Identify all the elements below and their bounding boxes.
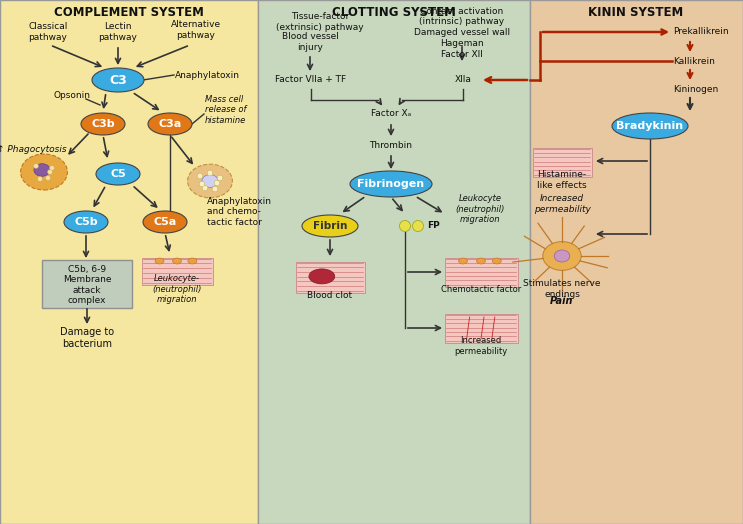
- Text: Contact activation
(intrinsic) pathway
Damaged vessel wall: Contact activation (intrinsic) pathway D…: [414, 7, 510, 37]
- Text: Blood vessel
injury: Blood vessel injury: [282, 32, 339, 52]
- Text: Chemotactic factor: Chemotactic factor: [441, 286, 521, 294]
- Ellipse shape: [143, 211, 187, 233]
- FancyBboxPatch shape: [42, 260, 132, 308]
- Ellipse shape: [81, 113, 125, 135]
- Text: Blood clot: Blood clot: [308, 291, 353, 300]
- Text: Thrombin: Thrombin: [369, 140, 412, 149]
- Ellipse shape: [458, 258, 467, 264]
- Circle shape: [212, 186, 218, 192]
- Ellipse shape: [155, 258, 164, 264]
- Text: Alternative
pathway: Alternative pathway: [171, 20, 221, 40]
- FancyBboxPatch shape: [296, 261, 365, 292]
- Text: XIIa: XIIa: [455, 75, 472, 84]
- Text: Leukocyte
(neutrophil)
migration: Leukocyte (neutrophil) migration: [455, 194, 504, 224]
- Ellipse shape: [21, 154, 68, 190]
- Text: C5a: C5a: [153, 217, 177, 227]
- Ellipse shape: [612, 113, 688, 139]
- Text: Anaphylatoxin
and chemo-
tactic factor: Anaphylatoxin and chemo- tactic factor: [207, 197, 272, 227]
- Ellipse shape: [493, 258, 502, 264]
- Ellipse shape: [148, 113, 192, 135]
- Text: ↑ Phagocytosis: ↑ Phagocytosis: [0, 146, 67, 155]
- Ellipse shape: [202, 174, 218, 188]
- Text: Prekallikrein: Prekallikrein: [673, 27, 729, 37]
- Ellipse shape: [172, 258, 181, 264]
- Text: Fibrinogen: Fibrinogen: [357, 179, 424, 189]
- Text: C3: C3: [109, 73, 127, 86]
- Text: Mass cell
release of
histamine: Mass cell release of histamine: [205, 95, 247, 125]
- Circle shape: [197, 173, 203, 179]
- Circle shape: [45, 176, 51, 180]
- Text: Classical
pathway: Classical pathway: [28, 23, 68, 42]
- Text: Stimulates nerve
endings: Stimulates nerve endings: [523, 279, 601, 299]
- Circle shape: [202, 185, 208, 191]
- Text: Kininogen: Kininogen: [673, 84, 718, 93]
- FancyBboxPatch shape: [444, 257, 518, 287]
- Text: Increased
permeability: Increased permeability: [533, 194, 591, 214]
- Circle shape: [33, 163, 39, 169]
- Ellipse shape: [476, 258, 485, 264]
- FancyBboxPatch shape: [533, 147, 591, 177]
- Text: KININ SYSTEM: KININ SYSTEM: [588, 6, 684, 19]
- Text: Factor Xₐ: Factor Xₐ: [371, 110, 411, 118]
- Text: Lectin
pathway: Lectin pathway: [99, 23, 137, 42]
- Ellipse shape: [309, 269, 335, 284]
- Ellipse shape: [96, 163, 140, 185]
- FancyBboxPatch shape: [444, 313, 518, 343]
- Circle shape: [412, 221, 424, 232]
- Text: Opsonin: Opsonin: [53, 92, 91, 101]
- Ellipse shape: [188, 258, 197, 264]
- Ellipse shape: [92, 68, 144, 92]
- Text: Tissue-factor
(extrinsic) pathway: Tissue-factor (extrinsic) pathway: [276, 12, 364, 31]
- Ellipse shape: [350, 171, 432, 197]
- Text: Pain: Pain: [551, 296, 574, 306]
- Text: CLOTTING SYSTEM: CLOTTING SYSTEM: [332, 6, 456, 19]
- Ellipse shape: [554, 250, 570, 262]
- FancyBboxPatch shape: [141, 257, 212, 285]
- Text: FP: FP: [427, 222, 440, 231]
- Text: Hageman
Factor XII: Hageman Factor XII: [440, 39, 484, 59]
- Text: Kallikrein: Kallikrein: [673, 57, 715, 66]
- Circle shape: [37, 177, 42, 181]
- Text: C3b: C3b: [91, 119, 115, 129]
- Text: Increased
permeability: Increased permeability: [455, 336, 507, 356]
- Bar: [0, 0, 258, 524]
- Text: C5b: C5b: [74, 217, 98, 227]
- Text: C5: C5: [110, 169, 126, 179]
- Circle shape: [48, 169, 53, 174]
- Bar: [530, 0, 743, 524]
- Ellipse shape: [34, 163, 50, 176]
- Ellipse shape: [64, 211, 108, 233]
- Ellipse shape: [187, 164, 233, 198]
- Text: Histamine-
like effects: Histamine- like effects: [537, 170, 587, 190]
- Circle shape: [50, 166, 54, 170]
- Ellipse shape: [302, 215, 358, 237]
- Circle shape: [199, 181, 205, 187]
- Circle shape: [214, 180, 220, 186]
- Text: COMPLEMENT SYSTEM: COMPLEMENT SYSTEM: [54, 6, 204, 19]
- Text: Damage to
bacterium: Damage to bacterium: [60, 327, 114, 349]
- Circle shape: [400, 221, 410, 232]
- Circle shape: [207, 170, 212, 176]
- Text: C3a: C3a: [158, 119, 181, 129]
- Circle shape: [217, 175, 223, 181]
- Text: Fibrin: Fibrin: [313, 221, 347, 231]
- Ellipse shape: [543, 242, 581, 270]
- Text: C5b, 6-9
Membrane
attack
complex: C5b, 6-9 Membrane attack complex: [62, 265, 111, 305]
- Text: Factor VIIa + TF: Factor VIIa + TF: [276, 75, 346, 84]
- Text: Anaphylatoxin: Anaphylatoxin: [175, 71, 240, 80]
- Text: Bradykinin: Bradykinin: [617, 121, 684, 131]
- Bar: [258, 0, 530, 524]
- Text: Leukocyte-
(neutrophil)
migration: Leukocyte- (neutrophil) migration: [152, 274, 201, 304]
